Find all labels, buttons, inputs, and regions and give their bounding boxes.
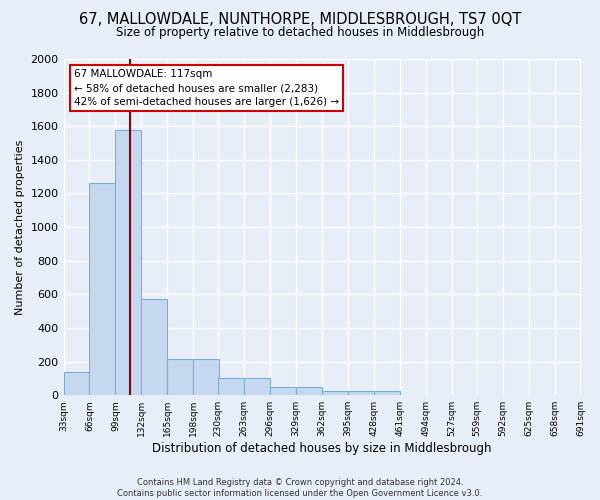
Bar [218,378,244,395]
Text: Size of property relative to detached houses in Middlesbrough: Size of property relative to detached ho… [116,26,484,39]
Text: 67 MALLOWDALE: 117sqm
← 58% of detached houses are smaller (2,283)
42% of semi-d: 67 MALLOWDALE: 117sqm ← 58% of detached … [74,69,339,107]
Bar [244,378,270,395]
Bar [348,391,374,395]
Bar [64,372,89,395]
Bar [296,387,322,395]
Bar [270,387,296,395]
Bar [322,391,348,395]
Bar [115,130,142,395]
Bar [167,359,193,395]
Bar [374,391,400,395]
Bar [193,359,219,395]
Text: Contains HM Land Registry data © Crown copyright and database right 2024.
Contai: Contains HM Land Registry data © Crown c… [118,478,482,498]
Text: 67, MALLOWDALE, NUNTHORPE, MIDDLESBROUGH, TS7 0QT: 67, MALLOWDALE, NUNTHORPE, MIDDLESBROUGH… [79,12,521,28]
Bar [89,182,115,395]
Bar [142,300,167,395]
Y-axis label: Number of detached properties: Number of detached properties [15,140,25,315]
X-axis label: Distribution of detached houses by size in Middlesbrough: Distribution of detached houses by size … [152,442,492,455]
